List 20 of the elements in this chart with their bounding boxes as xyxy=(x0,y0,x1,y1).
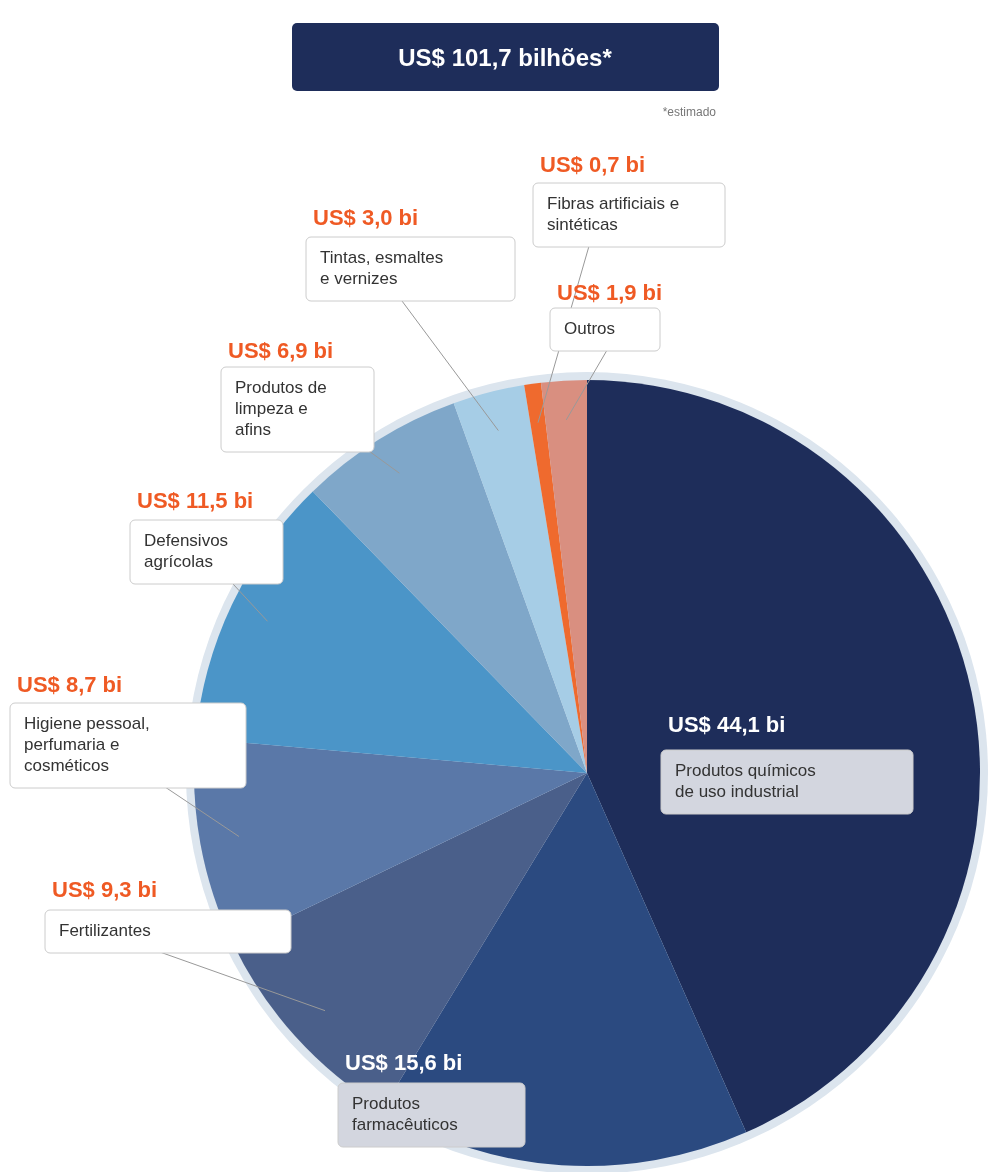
slice-label: Produtos de limpeza e afins xyxy=(235,378,327,439)
data-label: US$ 11,5 bi xyxy=(137,488,254,513)
slice-label: Higiene pessoal, perfumaria e cosméticos xyxy=(24,714,150,775)
data-label: US$ 0,7 bi xyxy=(540,152,646,177)
data-label: US$ 44,1 bi xyxy=(668,712,786,737)
data-label: US$ 1,9 bi xyxy=(557,280,663,305)
data-label: US$ 6,9 bi xyxy=(228,338,334,363)
text: *estimado xyxy=(662,105,717,119)
slice-label: Tintas, esmaltes e vernizes xyxy=(320,248,444,288)
slice-label: Fibras artificiais e sintéticas xyxy=(547,194,680,234)
data-label: US$ 3,0 bi xyxy=(313,205,419,230)
slice-label: Defensivos agrícolas xyxy=(144,531,229,571)
data-label: US$ 9,3 bi xyxy=(52,877,158,902)
slice-label: Produtos farmacêuticos xyxy=(352,1094,458,1134)
data-label: US$ 8,7 bi xyxy=(17,672,123,697)
chart-title: US$ 101,7 bilhões* xyxy=(398,44,613,71)
data-label: US$ 15,6 bi xyxy=(345,1050,463,1075)
slice-label: Fertilizantes xyxy=(59,921,151,940)
slice-label: Produtos químicos de uso industrial xyxy=(675,761,816,801)
slice-label: Outros xyxy=(564,319,616,338)
